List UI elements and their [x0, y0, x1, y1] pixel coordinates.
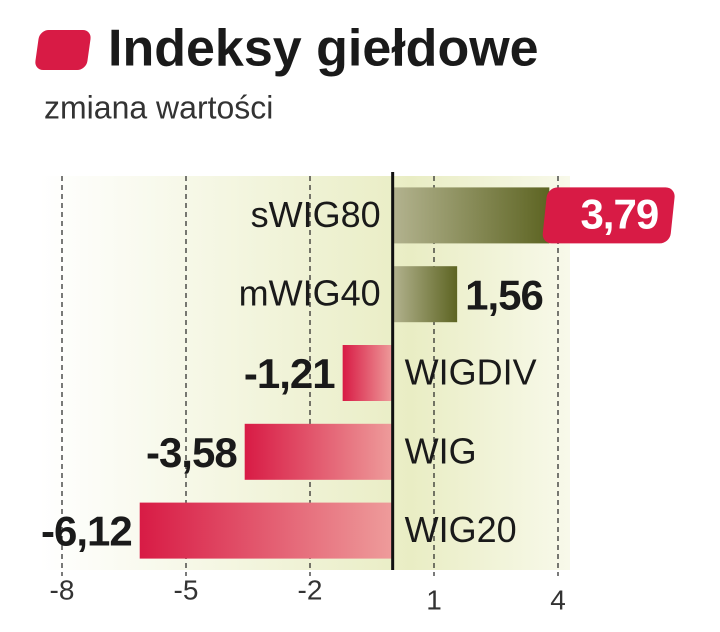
bar: [139, 502, 393, 559]
bar: [392, 266, 458, 323]
category-label: sWIG80: [251, 194, 381, 235]
value-label: -3,58: [146, 429, 237, 476]
title-icon: [35, 30, 91, 70]
bar: [342, 345, 393, 401]
value-label: -1,21: [244, 350, 335, 397]
bar: [244, 423, 393, 480]
category-label: mWIG40: [239, 273, 381, 314]
x-tick-label: -8: [50, 574, 75, 605]
category-label: WIG: [405, 430, 477, 471]
highlight-box: [542, 187, 675, 244]
value-label: -6,12: [41, 508, 132, 555]
x-tick-label: -5: [174, 574, 199, 605]
x-tick-label: -2: [298, 574, 323, 605]
bar: [392, 187, 550, 244]
chart-title: Indeksy giełdowe: [108, 20, 539, 78]
category-label: WIGDIV: [405, 352, 537, 393]
chart-subtitle: zmiana wartości: [44, 89, 273, 125]
x-tick-label: 4: [550, 584, 566, 615]
value-label: 3,79: [580, 190, 658, 237]
category-label: WIG20: [405, 509, 517, 550]
x-tick-label: 1: [426, 584, 442, 615]
value-label: 1,56: [465, 271, 543, 318]
